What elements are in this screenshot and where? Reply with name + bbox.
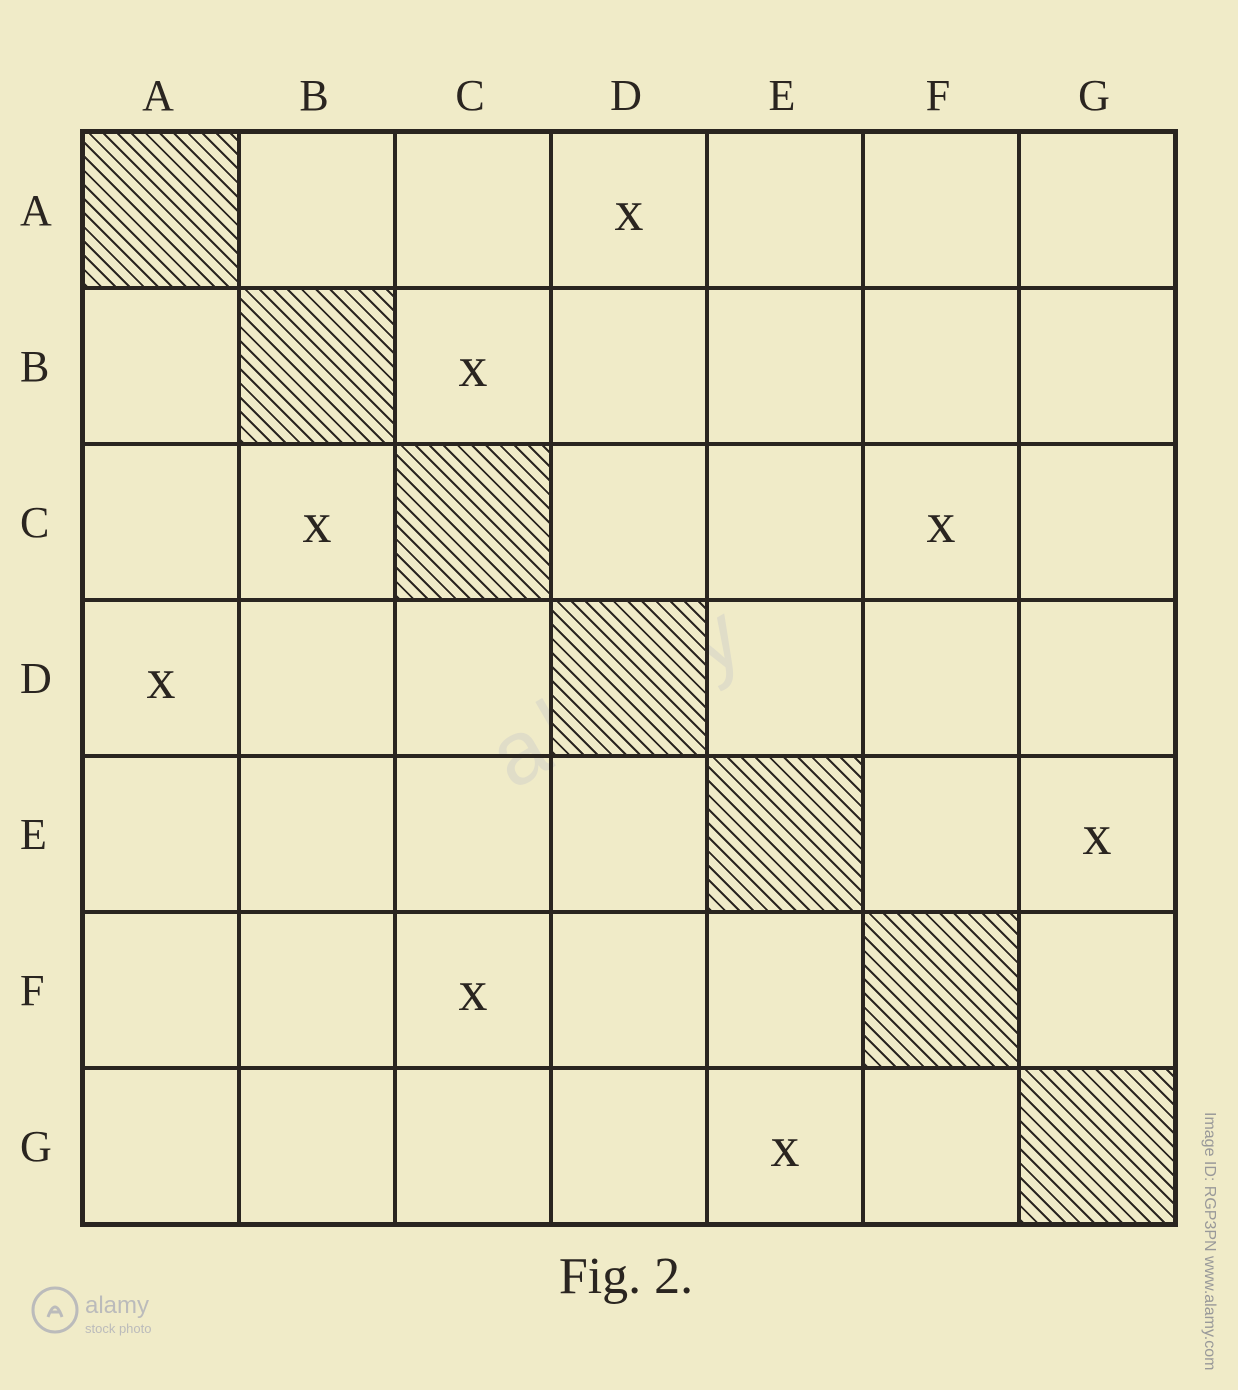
cell-1-1 (239, 288, 395, 444)
col-header-a: A (80, 70, 236, 121)
cell-6-0 (83, 1068, 239, 1224)
row-header-e: E (20, 809, 70, 860)
watermark-logo: alamy stock photo (30, 1285, 190, 1350)
cell-6-3 (551, 1068, 707, 1224)
cell-4-5 (863, 756, 1019, 912)
cell-6-4: x (707, 1068, 863, 1224)
cell-3-6 (1019, 600, 1175, 756)
cell-3-5 (863, 600, 1019, 756)
cell-4-6: x (1019, 756, 1175, 912)
svg-text:alamy: alamy (85, 1292, 149, 1319)
cell-2-4 (707, 444, 863, 600)
col-header-c: C (392, 70, 548, 121)
figure-container: A B C D E F G A B C D E F G x (80, 70, 1218, 1227)
row-header-a: A (20, 185, 70, 236)
cell-0-1 (239, 132, 395, 288)
cell-5-6 (1019, 912, 1175, 1068)
grid-row-0: x (83, 132, 1175, 288)
col-header-e: E (704, 70, 860, 121)
grid: x x x x (80, 129, 1178, 1227)
cell-1-2: x (395, 288, 551, 444)
col-header-b: B (236, 70, 392, 121)
cell-2-0 (83, 444, 239, 600)
cell-3-3 (551, 600, 707, 756)
cell-1-6 (1019, 288, 1175, 444)
cell-2-6 (1019, 444, 1175, 600)
column-headers: A B C D E F G (80, 70, 1218, 121)
grid-row-1: x (83, 288, 1175, 444)
cell-5-5 (863, 912, 1019, 1068)
cell-4-4 (707, 756, 863, 912)
col-header-f: F (860, 70, 1016, 121)
row-header-g: G (20, 1121, 70, 1172)
grid-row-2: x x (83, 444, 1175, 600)
cell-3-0: x (83, 600, 239, 756)
cell-4-0 (83, 756, 239, 912)
row-header-f: F (20, 965, 70, 1016)
row-header-d: D (20, 653, 70, 704)
col-header-g: G (1016, 70, 1172, 121)
row-header-c: C (20, 497, 70, 548)
grid-row-3: x (83, 600, 1175, 756)
cell-4-1 (239, 756, 395, 912)
grid-row-4: x (83, 756, 1175, 912)
cell-6-1 (239, 1068, 395, 1224)
cell-3-2 (395, 600, 551, 756)
cell-5-0 (83, 912, 239, 1068)
cell-1-5 (863, 288, 1019, 444)
cell-0-0 (83, 132, 239, 288)
cell-0-3: x (551, 132, 707, 288)
cell-1-3 (551, 288, 707, 444)
cell-2-1: x (239, 444, 395, 600)
figure-caption: Fig. 2. (80, 1247, 1172, 1306)
cell-2-5: x (863, 444, 1019, 600)
cell-5-4 (707, 912, 863, 1068)
grid-row-5: x (83, 912, 1175, 1068)
cell-6-6 (1019, 1068, 1175, 1224)
cell-0-2 (395, 132, 551, 288)
svg-text:stock photo: stock photo (85, 1321, 152, 1336)
grid-row-6: x (83, 1068, 1175, 1224)
col-header-d: D (548, 70, 704, 121)
cell-2-3 (551, 444, 707, 600)
row-header-b: B (20, 341, 70, 392)
cell-0-4 (707, 132, 863, 288)
cell-6-2 (395, 1068, 551, 1224)
cell-1-0 (83, 288, 239, 444)
cell-4-3 (551, 756, 707, 912)
alamy-logo-icon: alamy stock photo (30, 1285, 190, 1345)
cell-3-1 (239, 600, 395, 756)
watermark-code: Image ID: RGP3PN www.alamy.com (1200, 1112, 1218, 1370)
cell-2-2 (395, 444, 551, 600)
cell-5-3 (551, 912, 707, 1068)
cell-4-2 (395, 756, 551, 912)
cell-5-2: x (395, 912, 551, 1068)
cell-5-1 (239, 912, 395, 1068)
cell-6-5 (863, 1068, 1019, 1224)
cell-1-4 (707, 288, 863, 444)
cell-0-5 (863, 132, 1019, 288)
cell-3-4 (707, 600, 863, 756)
cell-0-6 (1019, 132, 1175, 288)
